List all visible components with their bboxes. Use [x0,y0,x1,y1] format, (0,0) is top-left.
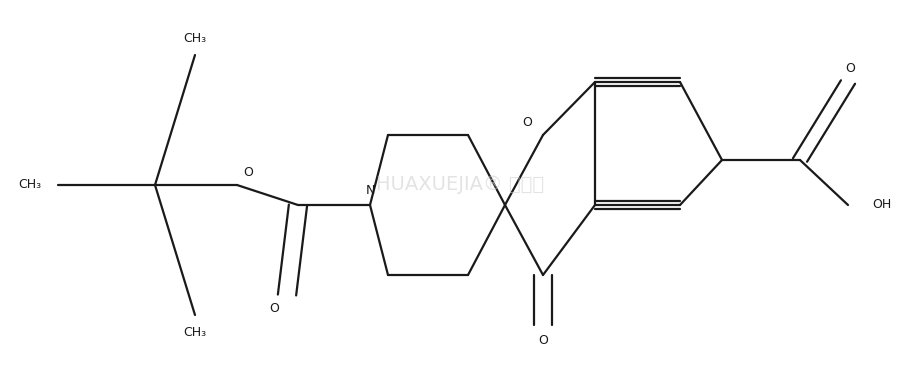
Text: O: O [268,301,278,315]
Text: HUAXUEJIA® 化学加: HUAXUEJIA® 化学加 [376,176,543,195]
Text: O: O [845,61,854,74]
Text: CH₃: CH₃ [18,178,41,191]
Text: CH₃: CH₃ [183,326,207,339]
Text: CH₃: CH₃ [183,32,207,45]
Text: O: O [538,333,548,347]
Text: OH: OH [871,198,891,212]
Text: O: O [243,166,253,178]
Text: O: O [522,116,531,128]
Text: N: N [365,184,374,197]
